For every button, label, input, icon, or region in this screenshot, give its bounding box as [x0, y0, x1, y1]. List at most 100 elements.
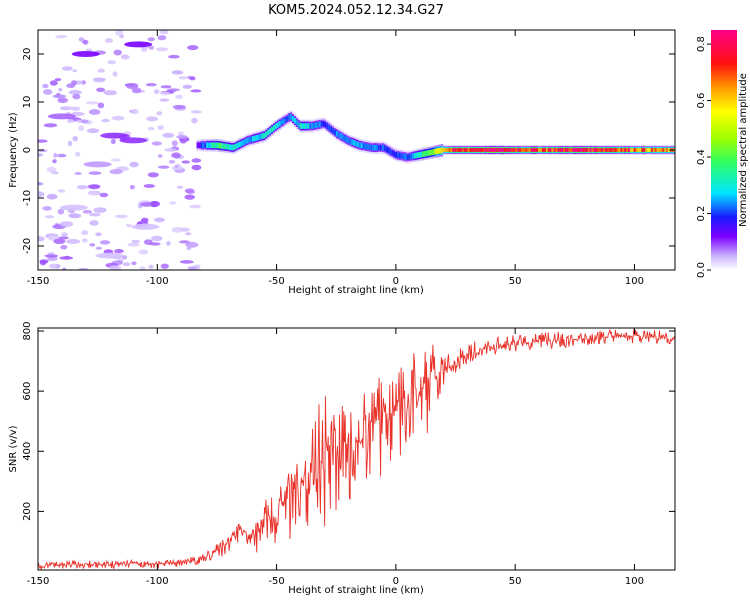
- noise-speckle: [75, 151, 81, 157]
- noise-speckle: [92, 77, 106, 82]
- ridge-cell: [593, 148, 596, 152]
- noise-speckle: [149, 45, 154, 50]
- ridge-cell: [454, 148, 457, 152]
- noise-speckle: [156, 47, 169, 52]
- ridge-cell: [612, 148, 616, 152]
- colorbar-tick-label: 0.8: [696, 36, 707, 52]
- ridge-cell: [425, 150, 429, 157]
- ridge-cell: [650, 148, 654, 152]
- noise-speckle: [97, 102, 105, 109]
- ridge-cell: [488, 148, 492, 152]
- noise-speckle: [131, 108, 139, 115]
- ridge-cell: [282, 118, 285, 125]
- y-tick-label: 400: [22, 442, 33, 461]
- ridge-cell: [250, 136, 253, 143]
- noise-speckle: [82, 210, 93, 214]
- noise-speckle: [42, 83, 49, 89]
- noise-speckle: [190, 110, 202, 114]
- ridge-cell: [355, 140, 358, 147]
- ridge-cell: [248, 137, 251, 143]
- ridge-cell: [610, 148, 614, 152]
- ridge-cell: [503, 148, 507, 152]
- ridge-cell: [616, 148, 619, 152]
- colorbar: 0.0 0.2 0.4 0.6 0.8 Normalized spectral ampl…: [696, 30, 749, 278]
- noise-speckle: [54, 78, 62, 82]
- ridge-cell: [391, 149, 394, 156]
- noise-speckle: [126, 83, 139, 90]
- noise-speckle: [53, 152, 58, 158]
- noise-speckle: [104, 38, 114, 43]
- noise-speckle: [74, 172, 82, 175]
- noise-speckle: [88, 213, 101, 217]
- noise-speckle: [87, 190, 101, 196]
- noise-speckle: [129, 185, 135, 190]
- noise-speckle: [157, 125, 164, 130]
- x-tick-label: -100: [146, 276, 169, 287]
- ridge-cell: [435, 148, 438, 155]
- ridge-cell: [603, 148, 606, 152]
- ridge-cell: [500, 148, 503, 152]
- ridge-cell: [404, 154, 408, 160]
- ridge-cell: [271, 126, 274, 133]
- ridge-cell: [393, 151, 396, 157]
- ridge-cell: [656, 148, 659, 152]
- noise-speckle: [120, 54, 130, 60]
- noise-speckle: [89, 243, 96, 247]
- noise-speckle: [166, 241, 171, 246]
- noise-speckle: [89, 220, 99, 226]
- ridge-cell: [227, 144, 230, 150]
- noise-speckle: [72, 69, 77, 73]
- noise-speckle: [185, 232, 192, 236]
- ridge-cell: [658, 148, 661, 152]
- ridge-cell: [517, 148, 520, 152]
- noise-speckle: [181, 160, 190, 164]
- noise-blob: [83, 161, 112, 168]
- noise-speckle: [140, 202, 153, 207]
- noise-speckle: [149, 201, 159, 208]
- ridge-cell: [545, 148, 549, 152]
- noise-speckle: [66, 83, 76, 88]
- ridge-cell: [530, 148, 534, 152]
- noise-speckle: [168, 54, 180, 59]
- spectrogram-marks: [38, 30, 675, 270]
- noise-speckle: [38, 139, 48, 143]
- ridge-cell: [400, 153, 404, 159]
- ridge-cell: [326, 123, 329, 130]
- ridge-cell: [204, 142, 207, 149]
- ridge-cell: [418, 152, 421, 158]
- noise-speckle: [138, 249, 149, 255]
- noise-speckle: [95, 232, 102, 237]
- noise-speckle: [96, 87, 106, 93]
- ridge-cell: [225, 143, 228, 150]
- noise-speckle: [164, 148, 178, 152]
- noise-speckle: [81, 238, 88, 243]
- ridge-cell: [364, 143, 367, 150]
- ridge-cell: [484, 148, 488, 152]
- ridge-cell: [633, 148, 637, 152]
- ridge-cell: [452, 148, 455, 152]
- ridge-cell: [315, 122, 318, 129]
- ridge-cell: [456, 148, 459, 152]
- noise-speckle: [88, 171, 102, 175]
- ridge-cell: [433, 149, 436, 155]
- ridge-cell: [421, 151, 425, 157]
- noise-speckle: [151, 235, 163, 242]
- ridge-cell: [507, 148, 511, 152]
- ridge-cell: [607, 148, 610, 152]
- noise-speckle: [88, 109, 101, 115]
- noise-speckle: [189, 204, 202, 209]
- ridge-cell: [414, 152, 417, 159]
- noise-speckle: [38, 236, 45, 242]
- noise-speckle: [159, 30, 169, 35]
- ridge-cell: [217, 142, 220, 149]
- ridge-cell: [351, 139, 354, 145]
- ridge-cell: [614, 148, 617, 152]
- noise-blob: [131, 223, 160, 230]
- ridge-cell: [477, 148, 480, 152]
- ridge-cell: [490, 148, 493, 152]
- noise-blob: [59, 204, 88, 211]
- noise-speckle: [191, 117, 198, 124]
- snr-marks: [38, 328, 675, 570]
- ridge-cell: [234, 143, 238, 150]
